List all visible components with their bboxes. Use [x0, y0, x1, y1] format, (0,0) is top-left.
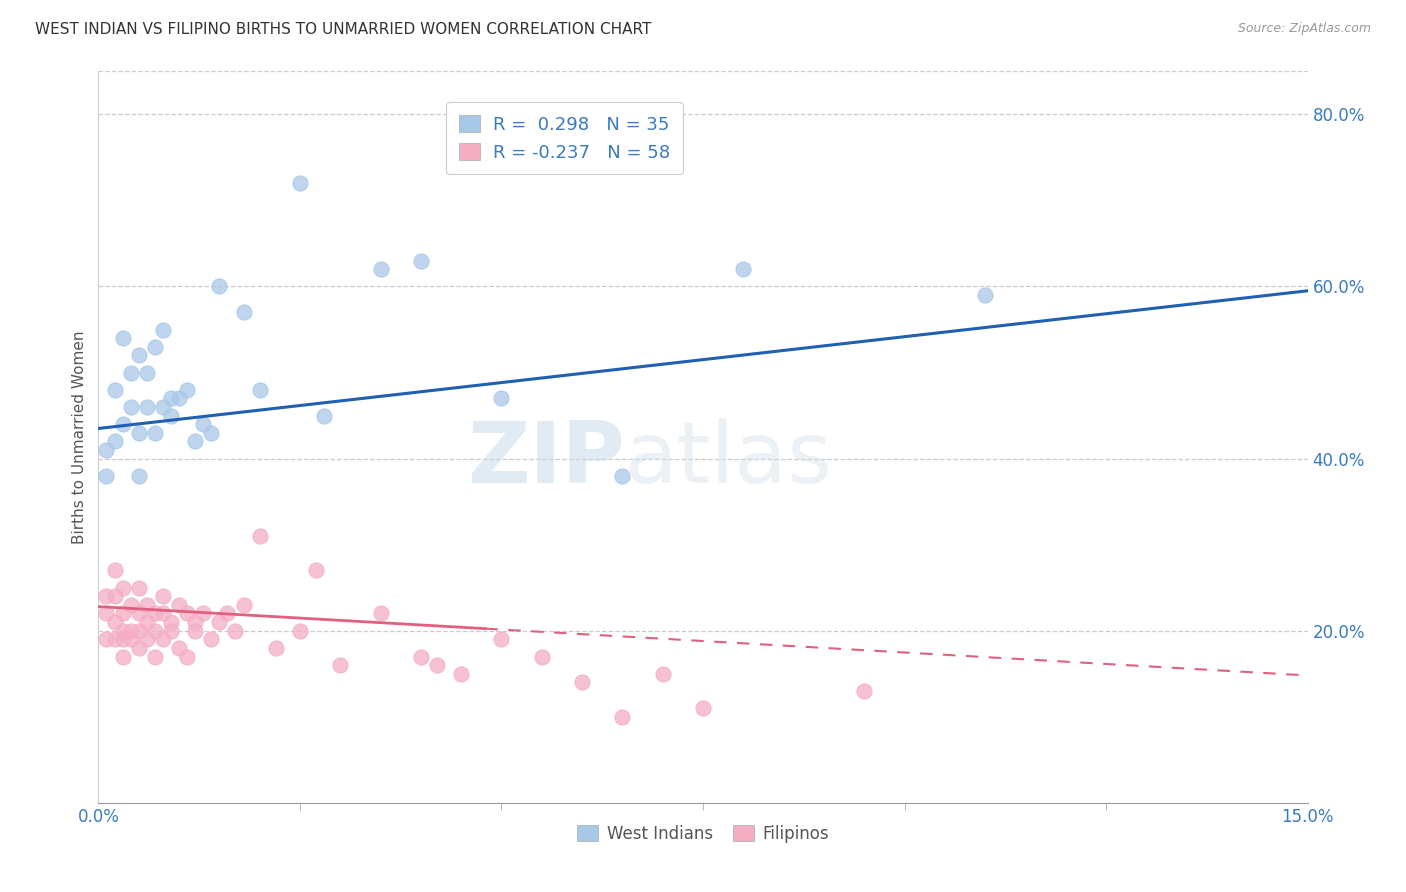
Point [491, 632, 513, 647]
Point [111, 624, 134, 638]
Point [530, 649, 553, 664]
Point [167, 598, 190, 612]
Point [314, 409, 336, 423]
Point [167, 392, 190, 406]
Point [692, 701, 714, 715]
Point [974, 288, 997, 302]
Point [128, 425, 150, 440]
Point [128, 468, 150, 483]
Point [143, 624, 166, 638]
Point [135, 615, 157, 629]
Point [160, 624, 183, 638]
Point [176, 649, 198, 664]
Point [111, 581, 134, 595]
Point [135, 400, 157, 414]
Text: atlas: atlas [624, 417, 832, 500]
Point [103, 564, 125, 578]
Point [152, 632, 174, 647]
Point [128, 624, 150, 638]
Point [152, 322, 174, 336]
Point [128, 640, 150, 655]
Point [167, 640, 190, 655]
Point [103, 589, 125, 603]
Point [120, 366, 142, 380]
Point [111, 632, 134, 647]
Y-axis label: Births to Unmarried Women: Births to Unmarried Women [72, 330, 87, 544]
Point [128, 348, 150, 362]
Point [491, 392, 513, 406]
Point [120, 598, 142, 612]
Point [426, 658, 449, 673]
Point [176, 607, 198, 621]
Text: ZIP: ZIP [467, 417, 624, 500]
Point [160, 615, 183, 629]
Point [96, 589, 118, 603]
Point [409, 649, 432, 664]
Point [143, 425, 166, 440]
Point [288, 624, 311, 638]
Point [120, 400, 142, 414]
Point [370, 262, 392, 277]
Legend: West Indians, Filipinos: West Indians, Filipinos [569, 818, 837, 849]
Point [217, 607, 239, 621]
Point [96, 632, 118, 647]
Point [160, 392, 183, 406]
Point [135, 598, 157, 612]
Text: WEST INDIAN VS FILIPINO BIRTHS TO UNMARRIED WOMEN CORRELATION CHART: WEST INDIAN VS FILIPINO BIRTHS TO UNMARR… [35, 22, 651, 37]
Point [103, 632, 125, 647]
Point [184, 624, 207, 638]
Point [103, 434, 125, 449]
Point [152, 607, 174, 621]
Point [111, 607, 134, 621]
Point [249, 383, 271, 397]
Point [128, 581, 150, 595]
Point [135, 632, 157, 647]
Point [612, 468, 634, 483]
Point [103, 383, 125, 397]
Point [450, 666, 472, 681]
Point [305, 564, 328, 578]
Point [571, 675, 593, 690]
Point [143, 649, 166, 664]
Point [96, 468, 118, 483]
Point [111, 331, 134, 345]
Point [184, 615, 207, 629]
Point [143, 607, 166, 621]
Point [193, 607, 215, 621]
Point [96, 442, 118, 457]
Point [111, 649, 134, 664]
Point [135, 366, 157, 380]
Point [184, 434, 207, 449]
Point [329, 658, 352, 673]
Point [160, 409, 183, 423]
Point [143, 340, 166, 354]
Point [288, 176, 311, 190]
Text: Source: ZipAtlas.com: Source: ZipAtlas.com [1237, 22, 1371, 36]
Point [176, 383, 198, 397]
Point [249, 529, 271, 543]
Point [208, 615, 231, 629]
Point [651, 666, 673, 681]
Point [224, 624, 246, 638]
Point [111, 417, 134, 432]
Point [152, 589, 174, 603]
Point [96, 607, 118, 621]
Point [370, 607, 392, 621]
Point [232, 598, 254, 612]
Point [409, 253, 432, 268]
Point [120, 624, 142, 638]
Point [853, 684, 876, 698]
Point [200, 632, 222, 647]
Point [612, 710, 634, 724]
Point [103, 615, 125, 629]
Point [232, 305, 254, 319]
Point [128, 607, 150, 621]
Point [733, 262, 755, 277]
Point [152, 400, 174, 414]
Point [264, 640, 287, 655]
Point [120, 632, 142, 647]
Point [200, 425, 222, 440]
Point [193, 417, 215, 432]
Point [208, 279, 231, 293]
